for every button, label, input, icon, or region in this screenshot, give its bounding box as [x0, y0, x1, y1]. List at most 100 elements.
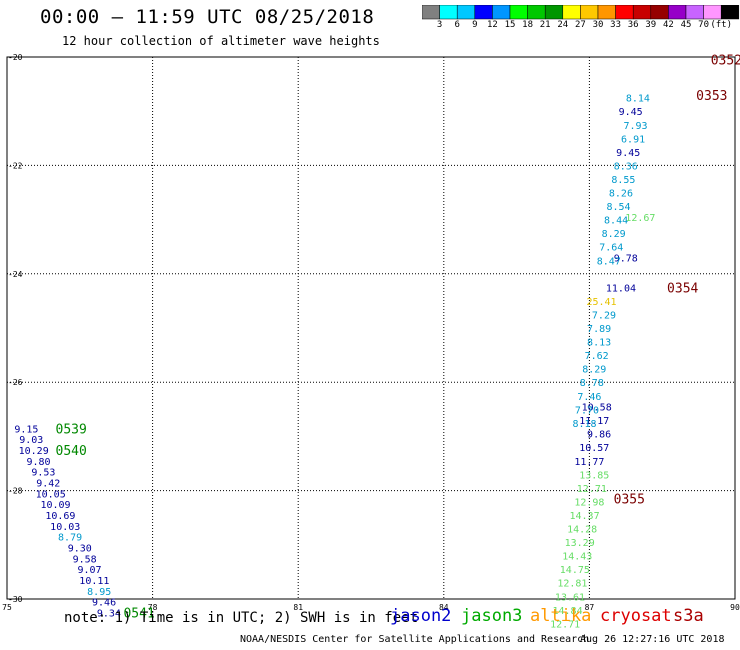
y-tick-label: -22 [8, 161, 23, 170]
legend-cryosat: cryosat [600, 606, 672, 626]
wave-height-value: 8.26 [609, 189, 633, 200]
wave-height-value: 8.18 [572, 419, 596, 430]
wave-height-value: 8.55 [611, 175, 635, 186]
scale-label: 12 [486, 20, 498, 30]
wave-height-value: 12.81 [557, 579, 587, 590]
pass-time-label: 0541 [123, 607, 154, 622]
pass-time-label: 0539 [56, 422, 87, 437]
y-tick-label: -28 [8, 487, 23, 496]
wave-height-value: 10.29 [19, 446, 49, 457]
pass-time-label: 0354 [667, 281, 698, 296]
wave-height-value: 8.95 [87, 587, 111, 598]
pass-time-label: 0352 [711, 54, 740, 69]
color-scale-labels: 3 6 9 12 15 18 21 24 27 30 33 36 39 42 45 70 (ft) [422, 20, 740, 34]
wave-height-value: 8.13 [587, 338, 611, 349]
wave-height-value: 7.93 [623, 121, 647, 132]
wave-height-value: 13.85 [579, 470, 609, 481]
y-tick-label: -26 [8, 378, 23, 387]
pass-time-label: 0355 [614, 493, 645, 508]
wave-height-value: 9.34 [97, 609, 121, 620]
scale-label: 21 [539, 20, 551, 30]
scale-label: 15 [504, 20, 516, 30]
y-tick-label: -24 [8, 270, 23, 279]
generated-timestamp: Aug 26 12:27:16 UTC 2018 [580, 634, 725, 645]
scale-label: 24 [557, 20, 569, 30]
wave-height-value: 7.46 [577, 392, 601, 403]
wave-height-value: 8.78 [580, 378, 604, 389]
wave-height-value: 11.77 [574, 457, 604, 468]
wave-height-value: 8.79 [58, 533, 82, 544]
wave-height-value: 11.04 [606, 283, 636, 294]
wave-height-value: 9.78 [614, 254, 638, 265]
wave-height-value: 8.47 [597, 256, 621, 267]
x-tick-label: 87 [585, 603, 595, 612]
x-tick-label: 90 [730, 603, 740, 612]
scale-label: 45 [680, 20, 692, 30]
color-scale-bar [422, 5, 740, 20]
scale-label: 3 [436, 20, 443, 30]
wave-height-value: 7.62 [585, 351, 609, 362]
wave-height-value: 14.75 [560, 565, 590, 576]
wave-height-value: 9.86 [587, 430, 611, 441]
chart-subtitle: 12 hour collection of altimeter wave hei… [62, 34, 380, 48]
wave-height-value: 9.03 [19, 435, 43, 446]
scale-label: 36 [627, 20, 639, 30]
wave-height-value: 7.89 [587, 324, 611, 335]
wave-height-value: 9.46 [92, 598, 116, 609]
scale-label: 42 [662, 20, 674, 30]
pass-time-label: 0540 [56, 444, 87, 459]
wave-height-value: 8.14 [626, 94, 650, 105]
pass-time-label: 0353 [696, 89, 727, 104]
scale-label: (ft) [710, 20, 733, 30]
wave-height-value: 10.11 [79, 576, 109, 587]
x-tick-label: 75 [2, 603, 12, 612]
wave-height-value: 10.09 [40, 500, 70, 511]
wave-height-value: 9.42 [36, 478, 60, 489]
wave-height-value: 12.67 [625, 213, 655, 224]
wave-height-value: 9.45 [619, 107, 643, 118]
wave-height-value: 10.57 [579, 443, 609, 454]
wave-height-value: 9.07 [77, 565, 101, 576]
wave-height-value: 9.80 [26, 457, 50, 468]
scale-label: 39 [645, 20, 657, 30]
wave-height-value: 14.37 [569, 511, 599, 522]
x-tick-label: 84 [439, 603, 449, 612]
wave-height-value: 14.28 [567, 525, 597, 536]
wave-height-value: 9.53 [31, 468, 55, 479]
legend-jason2: jason2 [390, 606, 452, 626]
scale-label: 70 [698, 20, 710, 30]
wave-height-value: 9.58 [73, 554, 97, 565]
x-tick-label: 78 [148, 603, 158, 612]
wave-height-value: 7.70 [575, 405, 599, 416]
wave-height-value: 9.45 [616, 148, 640, 159]
footer-note: note: 1) Time is in UTC; 2) SWH is in fe… [64, 610, 419, 626]
y-tick-label: -30 [8, 595, 23, 604]
wave-height-value: 8.54 [606, 202, 630, 213]
wave-height-value: 14.43 [562, 552, 592, 563]
wave-height-value: 9.15 [14, 424, 38, 435]
wave-height-value: 25.41 [586, 297, 616, 308]
wave-height-value: 10.69 [45, 511, 75, 522]
wave-height-value: 12.71 [550, 619, 580, 630]
scale-label: 33 [610, 20, 622, 30]
wave-height-value: 9.30 [68, 544, 92, 555]
scale-label: 18 [522, 20, 534, 30]
scale-label: 27 [574, 20, 586, 30]
wave-height-value: 7.29 [592, 310, 616, 321]
chart-title: 00:00 – 11:59 UTC 08/25/2018 [40, 6, 375, 28]
scale-label: 9 [472, 20, 478, 30]
wave-height-value: 10.03 [50, 522, 80, 533]
wave-height-value: 10.05 [36, 489, 66, 500]
wave-height-value: 13.61 [555, 592, 585, 603]
credit-line: NOAA/NESDIS Center for Satellite Applica… [240, 634, 590, 645]
wave-height-value: 12.71 [577, 484, 607, 495]
scale-swatch [720, 5, 740, 20]
plot-frame [6, 56, 736, 600]
wave-height-value: 7.64 [599, 243, 623, 254]
wave-height-value: 8.29 [602, 229, 626, 240]
wave-height-value: 8.44 [604, 216, 628, 227]
legend-jason3: jason3 [461, 606, 523, 626]
wave-height-value: 10.58 [582, 403, 612, 414]
wave-height-value: 8.29 [582, 365, 606, 376]
